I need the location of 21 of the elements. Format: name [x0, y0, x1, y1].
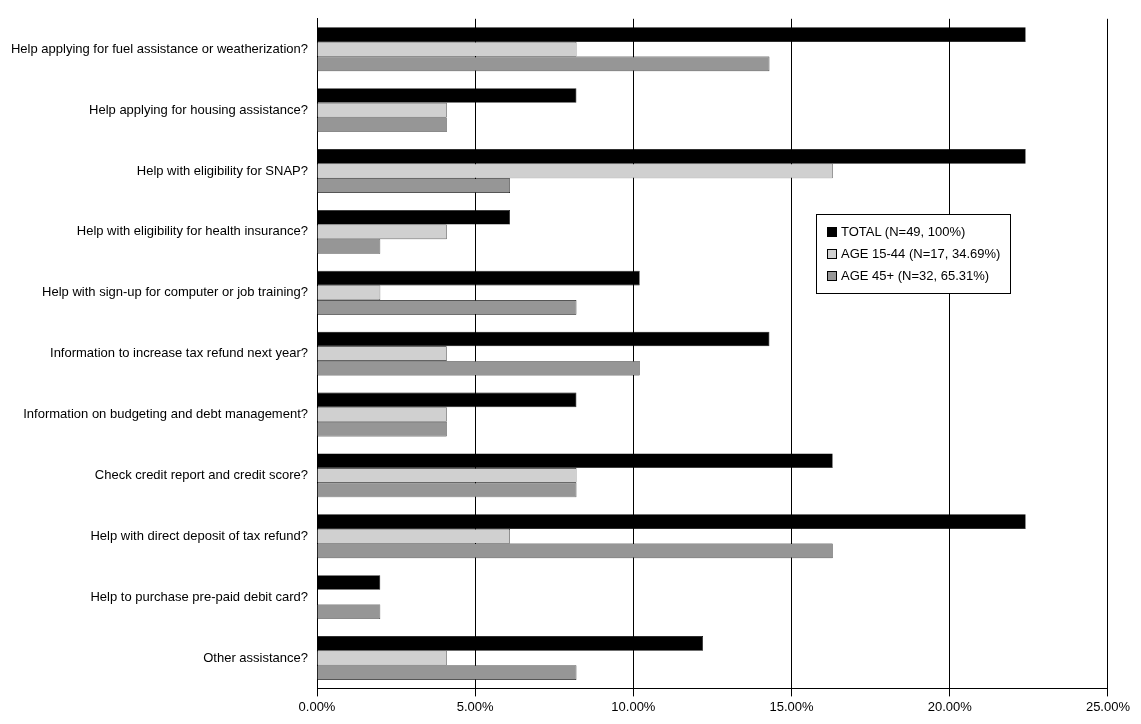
y-tick-label: Information to increase tax refund next year? — [50, 345, 308, 361]
x-tick-label: 10.00% — [611, 698, 656, 714]
legend-label: TOTAL (N=49, 100%) — [841, 223, 966, 241]
x-tick-label: 5.00% — [456, 698, 495, 714]
y-tick-label: Help with direct deposit of tax refund? — [90, 527, 308, 543]
y-tick-label: Help with eligibility for health insurance? — [76, 223, 308, 239]
y-tick-label: Help to purchase pre-paid debit card? — [90, 588, 308, 604]
bar — [317, 575, 381, 590]
y-tick-label: Other assistance? — [203, 649, 308, 665]
y-tick-label: Information on budgeting and debt management? — [23, 406, 308, 422]
x-tick-label: 0.00% — [298, 698, 336, 714]
y-tick-label: Help applying for fuel assistance or weatherization? — [10, 40, 308, 56]
y-tick-label: Help with sign-up for computer or job training? — [42, 284, 308, 300]
x-tick-label: 20.00% — [927, 698, 973, 714]
y-tick-label: Check credit report and credit score? — [94, 466, 308, 482]
y-tick-label: Help with eligibility for SNAP? — [136, 162, 308, 178]
y-tick-label: Help applying for housing assistance? — [89, 101, 308, 117]
x-tick-label: 25.00% — [1085, 698, 1131, 714]
legend-label: AGE 15-44 (N=17, 34.69%) — [841, 245, 1001, 263]
legend-label: AGE 45+ (N=32, 65.31%) — [841, 267, 990, 285]
x-tick-label: 15.00% — [769, 698, 815, 714]
